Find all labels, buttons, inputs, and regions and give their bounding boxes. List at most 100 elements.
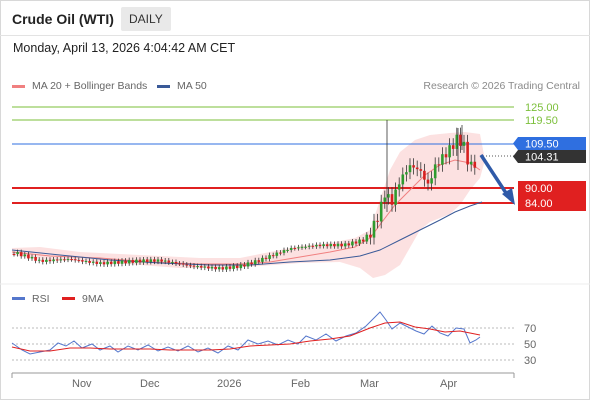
candle-body <box>261 257 264 262</box>
candle-body <box>27 254 30 259</box>
candle-body <box>390 194 394 205</box>
candle-body <box>394 189 397 205</box>
pivot-tag <box>513 137 586 150</box>
candle-body <box>466 141 469 165</box>
candle-body <box>408 165 412 173</box>
last-price-tag <box>513 150 586 163</box>
candle-body <box>304 246 307 248</box>
instrument-title: Crude Oil (WTI) <box>12 11 114 27</box>
rsi-legend-label: RSI <box>32 293 50 305</box>
candle-body <box>149 259 153 262</box>
rsi-label-70: 70 <box>524 323 536 335</box>
candle-body <box>203 266 207 268</box>
x-tick-apr: Apr <box>440 378 457 390</box>
candle-body <box>207 266 210 269</box>
bollinger-band <box>12 132 485 278</box>
candle-body <box>347 243 351 246</box>
ma9-legend-label: 9MA <box>82 293 104 305</box>
candle-body <box>70 259 73 261</box>
candle-body <box>469 161 473 165</box>
candle-body <box>196 266 199 268</box>
candle-body <box>275 252 279 256</box>
candle-body <box>214 266 217 270</box>
candle-body <box>253 260 257 265</box>
x-tick-feb: Feb <box>291 378 310 390</box>
label-90: 90.00 <box>525 183 553 195</box>
candle-body <box>358 239 361 244</box>
candle-body <box>160 259 163 262</box>
rsi-swatch <box>12 297 25 300</box>
research-credit: Research © 2026 Trading Central <box>423 80 580 92</box>
candle-body <box>383 197 387 202</box>
candle-body <box>55 259 59 261</box>
candle-body <box>264 257 268 259</box>
rsi-line <box>11 311 481 355</box>
candle-body <box>95 261 99 264</box>
candle-body <box>192 265 196 267</box>
rsi-label-30: 30 <box>524 355 536 367</box>
candle-body <box>16 252 19 255</box>
candle-body <box>311 245 315 247</box>
candle-body <box>462 141 466 146</box>
candle-body <box>318 244 322 247</box>
candle-body <box>239 264 243 269</box>
chart-header: Crude Oil (WTI) DAILY <box>0 0 590 36</box>
candle-body <box>232 265 235 269</box>
candle-body <box>228 266 232 269</box>
candle-body <box>340 243 343 247</box>
candle-body <box>250 262 253 265</box>
candle-body <box>153 259 156 262</box>
candle-body <box>73 259 77 261</box>
candle-body <box>156 259 160 262</box>
candle-body <box>473 161 477 168</box>
candle-body <box>81 260 84 262</box>
candle-body <box>365 234 369 242</box>
candle-body <box>289 248 293 250</box>
candle-body <box>19 252 23 257</box>
rsi-ma9-line <box>11 321 481 352</box>
candle-body <box>448 145 451 158</box>
candle-body <box>163 260 167 262</box>
candle-body <box>419 169 423 171</box>
candle-body <box>174 261 178 264</box>
candle-body <box>322 244 325 247</box>
candle-body <box>106 261 109 265</box>
candle-body <box>444 154 448 158</box>
candle-body <box>185 264 189 266</box>
candle-body <box>48 259 52 262</box>
candle-body <box>63 259 66 261</box>
candle-body <box>336 243 340 247</box>
candle-body <box>441 154 444 165</box>
candle-body <box>12 254 16 255</box>
candle-body <box>293 248 297 250</box>
legend-ma-bollinger: MA 20 + Bollinger Bands <box>12 80 147 92</box>
candle-body <box>120 260 124 264</box>
ma50-swatch <box>157 84 170 88</box>
candle-body <box>343 243 347 247</box>
candle-body <box>369 234 372 238</box>
candle-body <box>59 259 63 261</box>
candle-body <box>307 245 311 247</box>
x-tick-nov: Nov <box>72 378 92 390</box>
candle-body <box>221 267 225 270</box>
candle-body <box>437 164 441 166</box>
candle-body <box>459 134 462 146</box>
candle-body <box>171 261 174 263</box>
label-119: 119.50 <box>525 115 558 127</box>
x-tick-dec: Dec <box>140 378 160 390</box>
candle-body <box>351 241 354 246</box>
candle-body <box>30 256 34 259</box>
period-badge[interactable]: DAILY <box>121 7 171 31</box>
candle-body <box>426 179 430 184</box>
candle-body <box>415 167 419 170</box>
candle-body <box>167 260 171 263</box>
candle-body <box>199 266 203 268</box>
candle-body <box>455 134 459 149</box>
candle-body <box>109 261 113 265</box>
candle-body <box>189 265 192 267</box>
candle-body <box>77 260 81 262</box>
candle-body <box>333 243 336 247</box>
candle-body <box>135 259 138 263</box>
label-84: 84.00 <box>525 198 553 210</box>
